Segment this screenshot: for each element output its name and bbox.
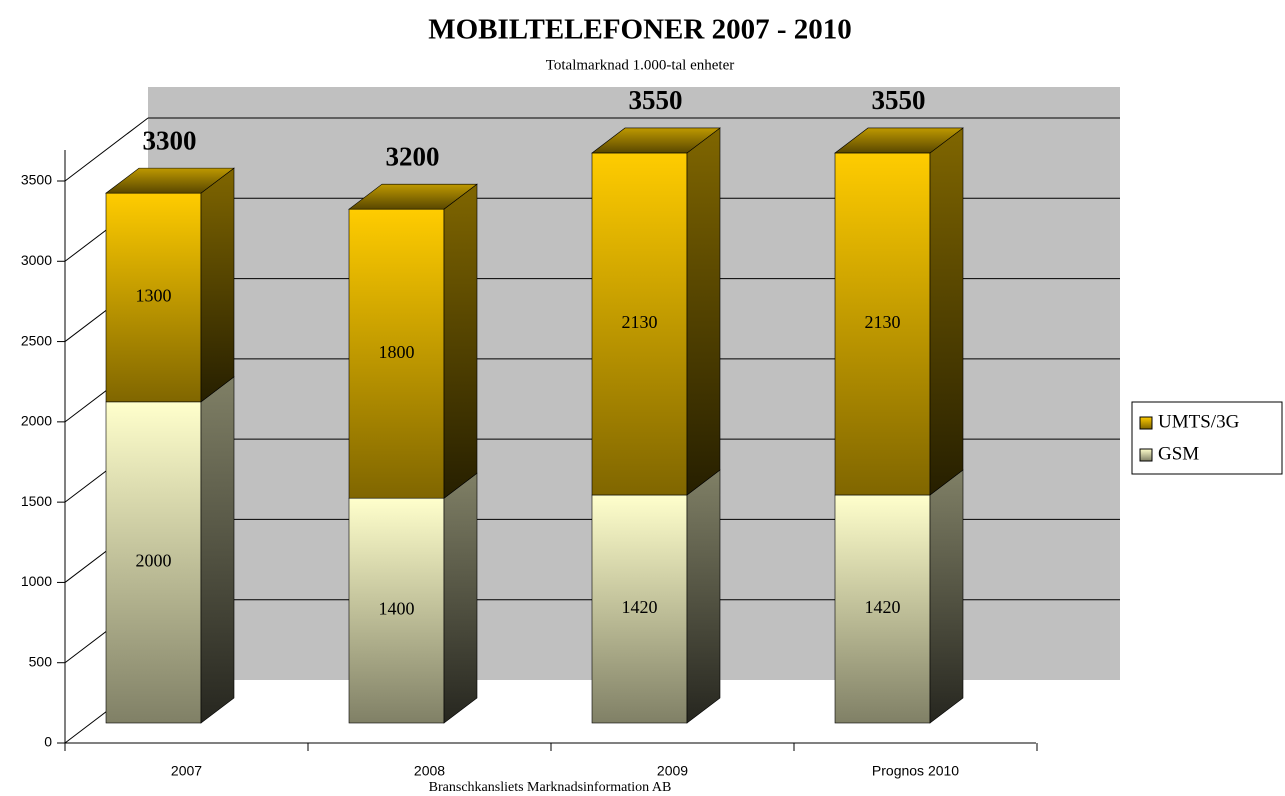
- grid-line: [64, 117, 149, 182]
- bar-side: [929, 469, 964, 724]
- legend-swatch: [1139, 416, 1153, 430]
- x-tick-label: 2009: [657, 763, 688, 779]
- bar-segment: [348, 208, 445, 499]
- legend-swatch: [1139, 448, 1153, 462]
- legend-label: GSM: [1158, 443, 1199, 464]
- bar-side: [686, 127, 721, 496]
- bar-segment: [834, 494, 931, 724]
- bar-side: [200, 376, 235, 724]
- bar-side: [443, 472, 478, 724]
- bar-segment: [105, 192, 202, 403]
- total-label: 3550: [872, 85, 926, 115]
- value-label: 2000: [136, 551, 172, 571]
- bar-top: [591, 127, 721, 154]
- chart-title: MOBILTELEFONER 2007 - 2010: [428, 14, 852, 46]
- legend-label: UMTS/3G: [1158, 411, 1240, 432]
- value-label: 1300: [136, 286, 172, 306]
- total-label: 3300: [143, 125, 197, 155]
- source: Branschkansliets Marknadsinformation AB: [429, 780, 672, 795]
- value-label: 1420: [865, 597, 901, 617]
- y-tick-label: 500: [29, 653, 53, 669]
- chart-subtitle: Totalmarknad 1.000-tal enheter: [546, 57, 734, 73]
- value-label: 1800: [379, 342, 415, 362]
- bar-side: [686, 469, 721, 724]
- y-tick-label: 0: [44, 734, 52, 750]
- y-tick-label: 1000: [21, 573, 52, 589]
- x-tick-label: Prognos 2010: [872, 763, 959, 779]
- y-tick-label: 2000: [21, 413, 52, 429]
- total-label: 3550: [629, 85, 683, 115]
- bar-top: [834, 127, 964, 154]
- y-tick-label: 2500: [21, 332, 52, 348]
- x-tick-label: 2008: [414, 763, 445, 779]
- bar-segment: [105, 401, 202, 724]
- bar-side: [200, 167, 235, 403]
- value-label: 1420: [622, 597, 658, 617]
- y-tick-label: 3000: [21, 252, 52, 268]
- bar-top: [105, 167, 235, 194]
- bar-side: [929, 127, 964, 496]
- y-tick-label: 1500: [21, 493, 52, 509]
- bar-segment: [591, 494, 688, 724]
- bar-side: [443, 183, 478, 499]
- bar-top: [348, 183, 478, 210]
- x-tick-label: 2007: [171, 763, 202, 779]
- total-label: 3200: [386, 141, 440, 171]
- value-label: 1400: [379, 599, 415, 619]
- y-tick-label: 3500: [21, 172, 52, 188]
- value-label: 2130: [622, 312, 658, 332]
- bar-segment: [348, 497, 445, 724]
- value-label: 2130: [865, 312, 901, 332]
- bar-segment: [834, 152, 931, 496]
- legend: [1131, 401, 1283, 475]
